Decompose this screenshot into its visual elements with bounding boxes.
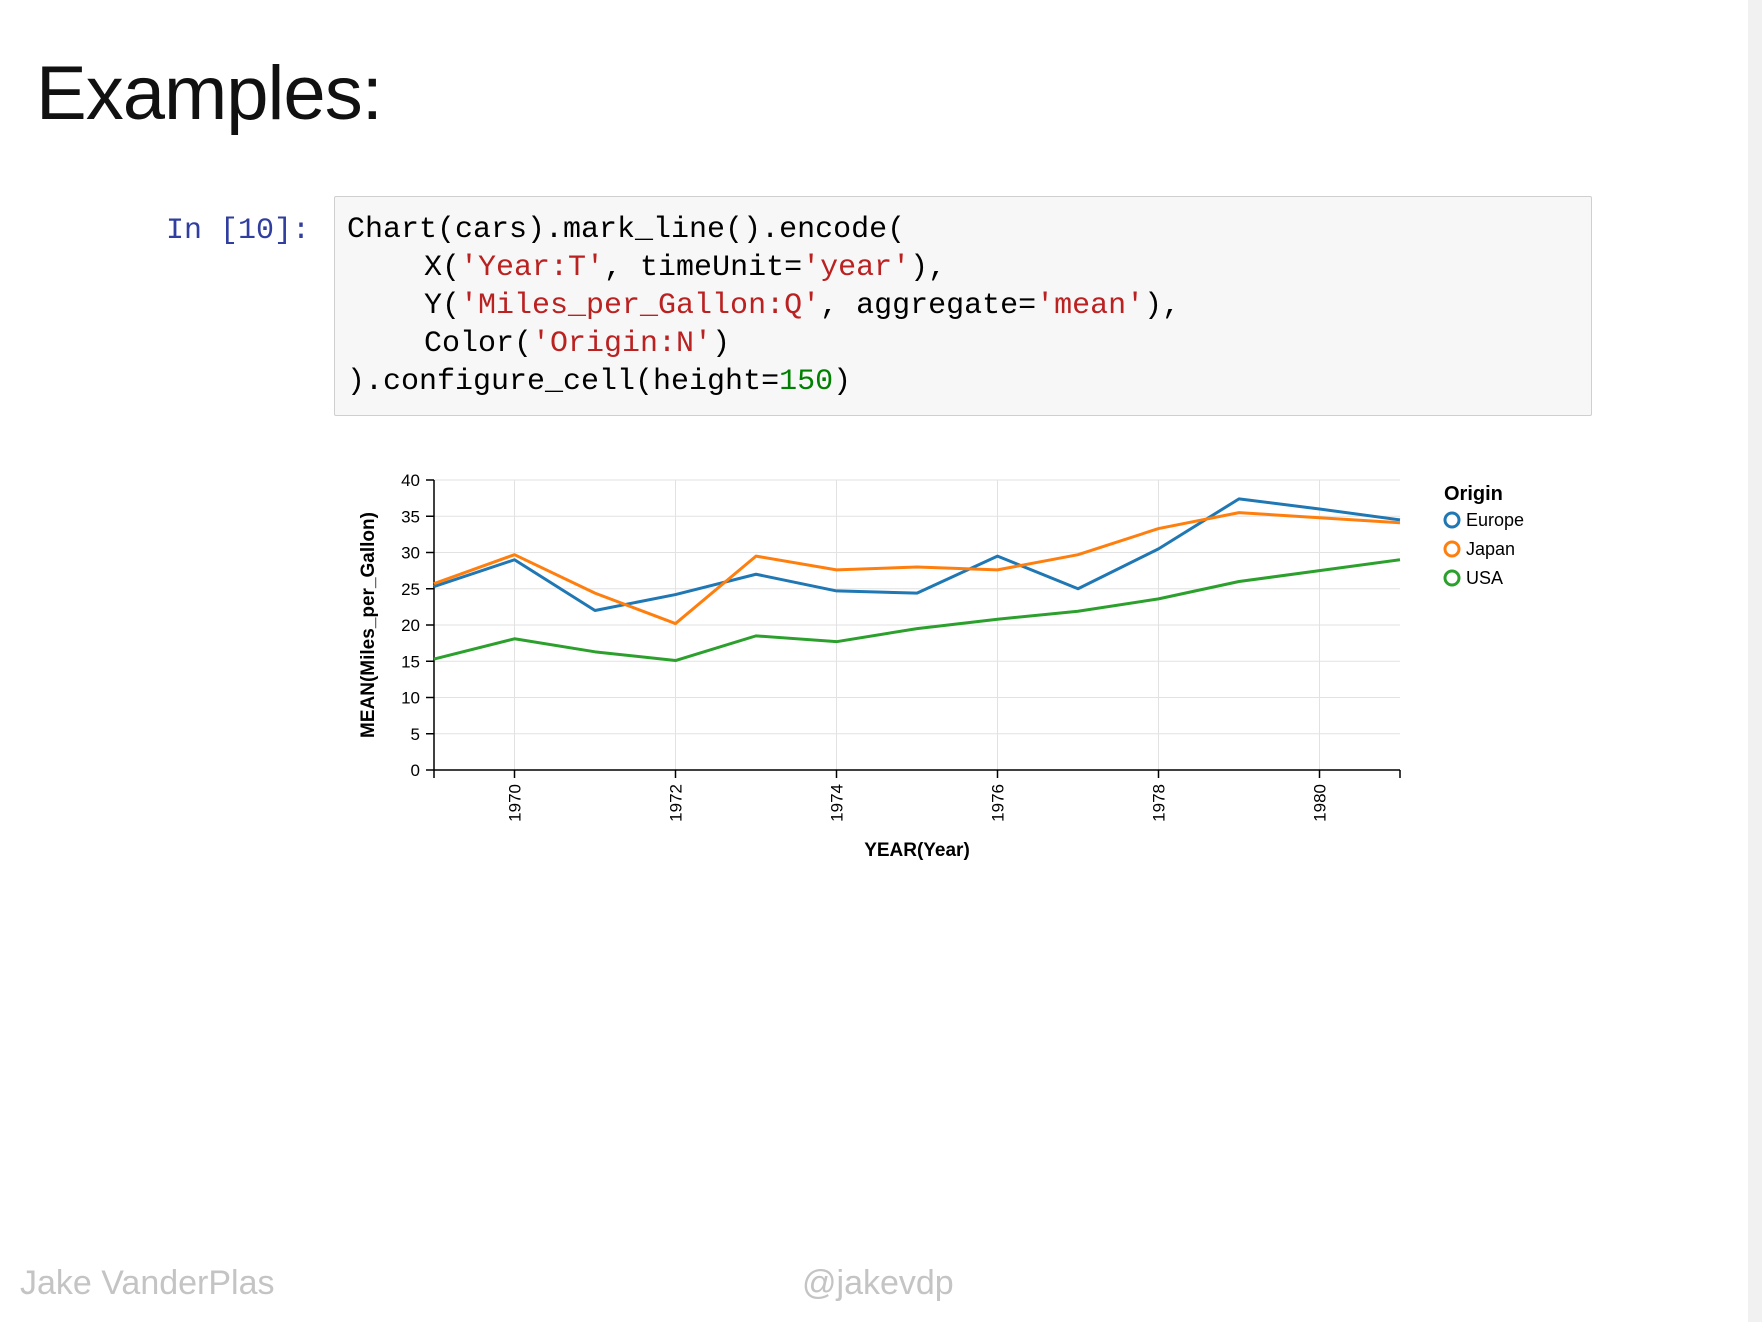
line-chart: 0 5 10 15 20 25 30 35 40 1970 1972 1974 1976 1978 1980… (358, 471, 1524, 861)
code-line-3: Y('Miles_per_Gallon:Q', aggregate='mean'… (424, 287, 1180, 325)
code-line-5: ).configure_cell(height=150) (347, 363, 851, 401)
code-string: 'mean' (1036, 289, 1145, 323)
y-tick-label: 20 (401, 616, 420, 635)
series-line-japan (433, 511, 1401, 626)
code-line-4: Color('Origin:N') (424, 325, 730, 363)
chart-grid (434, 479, 1400, 771)
cell-prompt: In [10]: (166, 214, 311, 248)
y-tick-label: 5 (411, 725, 420, 744)
legend-label: Japan (1466, 539, 1515, 559)
code-text: , aggregate= (820, 289, 1037, 323)
y-tick-label: 40 (401, 471, 420, 490)
code-text: Y( (424, 289, 461, 323)
x-tick-label: 1980 (1311, 784, 1330, 822)
chart-container: 0 5 10 15 20 25 30 35 40 1970 1972 1974 1976 1978 1980… (340, 460, 1600, 880)
legend-title: Origin (1444, 483, 1503, 505)
code-text: Chart(cars).mark_line().encode( (347, 213, 906, 247)
code-line-1: Chart(cars).mark_line().encode( (347, 211, 905, 249)
code-string: 'Origin:N' (532, 327, 713, 361)
x-tick-label: 1974 (828, 784, 847, 822)
y-tick-label: 25 (401, 580, 420, 599)
code-text: ), (910, 251, 947, 285)
y-tick-label: 15 (401, 652, 420, 671)
x-tick-label: 1976 (989, 784, 1008, 822)
x-tick-label: 1970 (506, 784, 525, 822)
code-text: ) (833, 365, 852, 399)
y-axis-title: MEAN(Miles_per_Gallon) (358, 512, 379, 738)
footer-handle: @jakevdp (802, 1264, 954, 1302)
legend-label: Europe (1466, 510, 1524, 530)
legend-symbol (1443, 540, 1461, 558)
footer-author: Jake VanderPlas (20, 1264, 275, 1302)
x-axis-title: YEAR(Year) (864, 840, 970, 861)
code-text: ) (712, 327, 731, 361)
slide-edge (1748, 0, 1762, 1322)
y-tick-label: 10 (401, 689, 420, 708)
legend-label: USA (1466, 568, 1503, 588)
legend-symbol (1443, 569, 1461, 587)
y-tick-label: 35 (401, 507, 420, 526)
x-tick-label: 1972 (667, 784, 686, 822)
code-cell[interactable]: Chart(cars).mark_line().encode( X('Year:… (334, 196, 1592, 416)
slide-title: Examples: (36, 51, 383, 136)
code-string: 'Miles_per_Gallon:Q' (460, 289, 821, 323)
series-line-europe (433, 497, 1401, 612)
code-text: X( (424, 251, 461, 285)
code-string: 'year' (802, 251, 911, 285)
code-number: 150 (779, 365, 834, 399)
y-tick-label: 30 (401, 544, 420, 563)
code-text: Color( (424, 327, 533, 361)
series-line-usa (433, 558, 1401, 663)
x-tick-label: 1978 (1150, 784, 1169, 822)
code-text: ), (1144, 289, 1181, 323)
code-text: ).configure_cell(height= (347, 365, 780, 399)
code-text: , timeUnit= (604, 251, 803, 285)
y-tick-label: 0 (411, 761, 420, 780)
legend-symbol (1443, 511, 1461, 529)
chart-axes: 0 5 10 15 20 25 30 35 40 1970 1972 1974 1976 1978 1980… (358, 471, 1401, 861)
chart-series (433, 497, 1401, 663)
code-line-2: X('Year:T', timeUnit='year'), (424, 249, 946, 287)
code-string: 'Year:T' (460, 251, 605, 285)
chart-legend: Origin Europe Japan USA (1443, 483, 1524, 588)
